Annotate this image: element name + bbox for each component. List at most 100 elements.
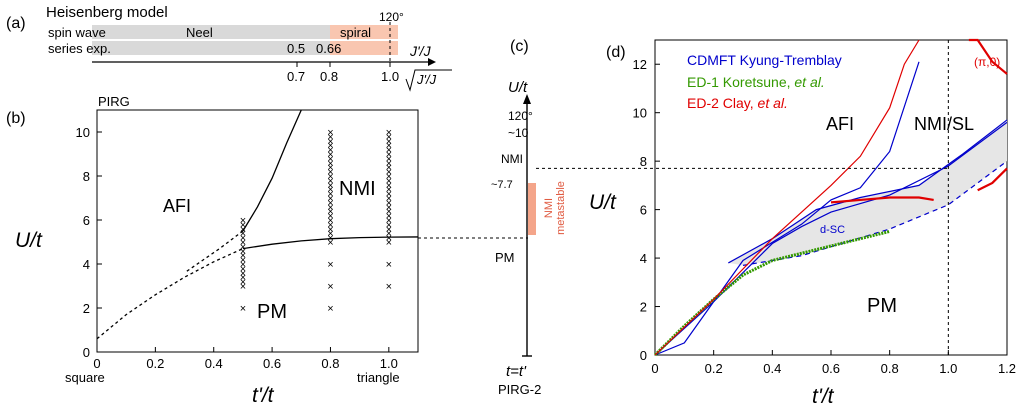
c-meta-nmi: NMI [543, 198, 555, 218]
b-data-point: × [386, 224, 392, 236]
b-data-point: × [386, 136, 392, 148]
b-data-point: × [386, 140, 392, 152]
d-xtick-label: 0 [651, 361, 658, 376]
b-xtick-label: 0 [93, 356, 100, 371]
panel-c: (c) U/t 120° ~10 NMI ~7.7 PM NMI metasta… [491, 38, 567, 397]
b-ytick-label: 10 [76, 125, 90, 140]
b-boundary [242, 109, 302, 232]
panel-b-ylabel: U/t [15, 229, 43, 252]
b-data-point: × [327, 193, 333, 205]
panel-a-label: (a) [6, 15, 26, 32]
d-series-line [968, 38, 1008, 75]
panel-d-series [653, 38, 1008, 357]
d-ytick-label: 8 [640, 154, 647, 169]
b-data-point: × [327, 303, 333, 315]
panel-c-ut: U/t [508, 79, 528, 96]
b-data-point: × [327, 140, 333, 152]
nmi-region-label: NMI [339, 178, 376, 200]
b-data-point: × [327, 131, 333, 143]
jj-label: J'/J [409, 43, 432, 59]
legend-cdmft: CDMFT Kyung-Tremblay [687, 52, 842, 68]
b-ytick-label: 6 [83, 213, 90, 228]
d-pi0-label: (π,0) [974, 55, 1000, 69]
b-data-point: × [240, 272, 246, 284]
b-xtick-label: 0.6 [263, 356, 281, 371]
b-data-point: × [327, 171, 333, 183]
d-series-line [977, 167, 1008, 192]
c-nmi-label: NMI [501, 152, 523, 166]
d-ytick-label: 6 [640, 203, 647, 218]
panel-c-label: (c) [510, 38, 529, 55]
b-data-point: × [386, 171, 392, 183]
b-data-point: × [240, 303, 246, 315]
b-data-point: × [240, 259, 246, 271]
c-ttp-label: t=t' [506, 363, 527, 380]
panel-d-ticks: 0 0.2 0.4 0.6 0.8 1.0 1.2 0 2 4 6 8 10 12 [633, 57, 1017, 376]
afi-region-label: AFI [163, 196, 191, 216]
b-ytick-label: 2 [83, 301, 90, 316]
b-data-point: × [240, 281, 246, 293]
b-data-point: × [327, 233, 333, 245]
b-data-point: × [386, 175, 392, 187]
spin-wave-label: spin wave [48, 25, 106, 40]
legend-ed2-etal: et al. [758, 95, 788, 111]
d-xtick-label: 0.2 [705, 361, 723, 376]
d-series-line [742, 160, 1008, 266]
b-data-point: × [386, 228, 392, 240]
axis-a-arrow [428, 58, 436, 66]
b-data-point: × [386, 219, 392, 231]
b-data-point: × [386, 197, 392, 209]
b-data-point: × [386, 145, 392, 157]
metastable-bar [528, 183, 536, 235]
panel-b-boundaries [96, 109, 419, 340]
b-data-point: × [240, 233, 246, 245]
b-data-point: × [386, 233, 392, 245]
sqrt-sign [405, 69, 452, 92]
c-10-label: ~10 [508, 126, 529, 140]
b-data-point: × [240, 224, 246, 236]
b-boundary [96, 248, 244, 340]
d-pm-label: PM [867, 295, 897, 317]
b-data-point: × [386, 167, 392, 179]
panel-d-label: (d) [606, 44, 626, 61]
deg120-label: 120° [379, 10, 404, 24]
b-data-point: × [327, 136, 333, 148]
b-xtick-label: 0.4 [205, 356, 223, 371]
value-0-66: 0.66 [316, 41, 341, 56]
b-data-point: × [327, 127, 333, 139]
b-data-point: × [327, 219, 333, 231]
b-data-point: × [386, 259, 392, 271]
b-data-point: × [327, 162, 333, 174]
neel-label: Neel [186, 25, 213, 40]
c-77-label: ~7.7 [491, 179, 513, 191]
b-data-point: × [386, 184, 392, 196]
d-ytick-label: 4 [640, 251, 647, 266]
b-xtick-label: 0.8 [321, 356, 339, 371]
triangle-label: triangle [357, 370, 400, 385]
heisenberg-title: Heisenberg model [46, 4, 168, 21]
spiral-label: spiral [340, 25, 371, 40]
b-data-point: × [240, 241, 246, 253]
sqrt-jj-label: J'/J [416, 72, 437, 87]
d-afi-label: AFI [826, 114, 854, 134]
d-dsc-label: d-SC [820, 224, 845, 236]
legend-ed1-etal: et al. [794, 74, 824, 90]
b-data-point: × [386, 193, 392, 205]
b-data-point: × [386, 127, 392, 139]
b-data-point: × [386, 131, 392, 143]
b-data-point: × [327, 167, 333, 179]
panel-b-frame [96, 109, 419, 353]
b-data-point: × [327, 237, 333, 249]
b-data-point: × [327, 206, 333, 218]
series-gray-bar [92, 41, 330, 55]
series-exp-label: series exp. [48, 41, 111, 56]
b-data-point: × [327, 175, 333, 187]
b-data-point: × [327, 197, 333, 209]
legend-ed2: ED-2 Clay, et al. [687, 95, 788, 111]
d-ytick-label: 0 [640, 348, 647, 363]
d-series-line [654, 39, 920, 356]
neel-bar [92, 25, 330, 39]
legend-ed2-main: ED-2 Clay, [687, 95, 758, 111]
d-nmisl-label: NMI/SL [914, 114, 974, 134]
b-data-point: × [386, 206, 392, 218]
